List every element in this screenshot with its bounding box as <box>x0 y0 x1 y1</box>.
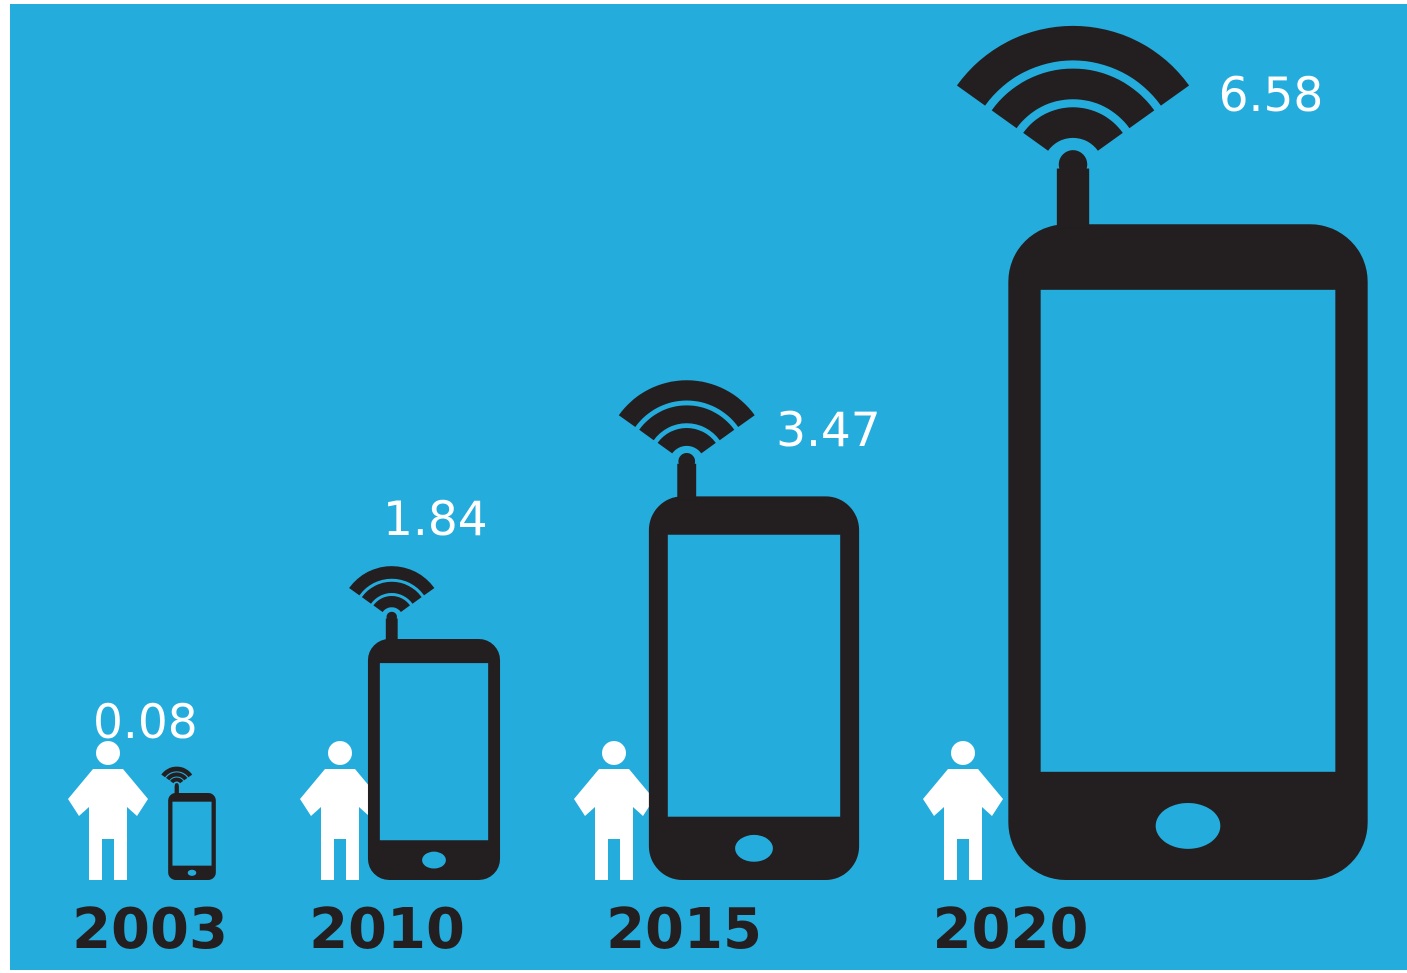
smartphone-icon <box>956 25 1368 880</box>
signal-dot <box>1058 150 1088 179</box>
signal-dot <box>386 611 397 623</box>
chart-svg <box>10 4 1407 970</box>
category-label: 2010 <box>309 897 465 962</box>
person-icon <box>574 741 654 880</box>
person-body <box>300 769 380 880</box>
wifi-signal-icon <box>161 766 193 787</box>
data-label: 1.84 <box>383 492 488 548</box>
phone-screen <box>379 663 489 841</box>
phone-antenna <box>677 463 697 501</box>
data-label: 3.47 <box>776 403 881 459</box>
smartphone-icon <box>161 766 216 880</box>
phone-home-button <box>422 851 446 869</box>
smartphone-icon <box>349 566 501 880</box>
wifi-signal-icon <box>618 380 755 470</box>
category-label: 2003 <box>72 897 228 962</box>
category-label: 2020 <box>932 897 1089 962</box>
signal-arc-1 <box>170 777 184 784</box>
signal-arc-2 <box>361 581 422 604</box>
signal-dot <box>678 453 696 470</box>
phone-antenna <box>385 618 398 643</box>
signal-arc-3 <box>956 25 1190 106</box>
person-head <box>602 741 626 765</box>
signal-arc-2 <box>639 405 735 441</box>
signal-arc-3 <box>349 566 435 596</box>
person-head <box>951 741 975 765</box>
data-label: 0.08 <box>93 694 198 750</box>
data-label: 6.58 <box>1218 67 1324 123</box>
signal-arc-3 <box>618 380 755 427</box>
signal-arc-1 <box>373 595 410 612</box>
person-head <box>328 741 352 765</box>
wifi-signal-icon <box>349 566 435 623</box>
signal-arc-3 <box>161 766 193 778</box>
phone-screen <box>667 534 841 817</box>
phone-home-button <box>1155 802 1221 849</box>
phone-home-button <box>187 869 197 876</box>
smartphone-icon <box>618 380 860 880</box>
person-body <box>68 769 148 880</box>
wifi-signal-icon <box>956 25 1190 179</box>
signal-arc-1 <box>1023 107 1123 151</box>
signal-dot <box>174 783 179 787</box>
signal-arc-1 <box>657 427 716 454</box>
chart-panel: 0.08 2003 1.84 2010 3.47 2015 6.58 2020 <box>10 4 1407 970</box>
person-body <box>923 769 1003 880</box>
chart-marks <box>68 25 1368 880</box>
phone-screen <box>1040 289 1336 772</box>
phone-antenna <box>174 785 179 797</box>
signal-arc-2 <box>166 772 188 781</box>
person-head <box>96 741 120 765</box>
person-icon <box>923 741 1003 880</box>
person-icon <box>68 741 148 880</box>
person-icon <box>300 741 380 880</box>
phone-screen <box>172 801 212 866</box>
signal-arc-2 <box>991 68 1155 129</box>
phone-home-button <box>735 834 773 862</box>
category-label: 2015 <box>606 897 762 962</box>
person-body <box>574 769 654 880</box>
